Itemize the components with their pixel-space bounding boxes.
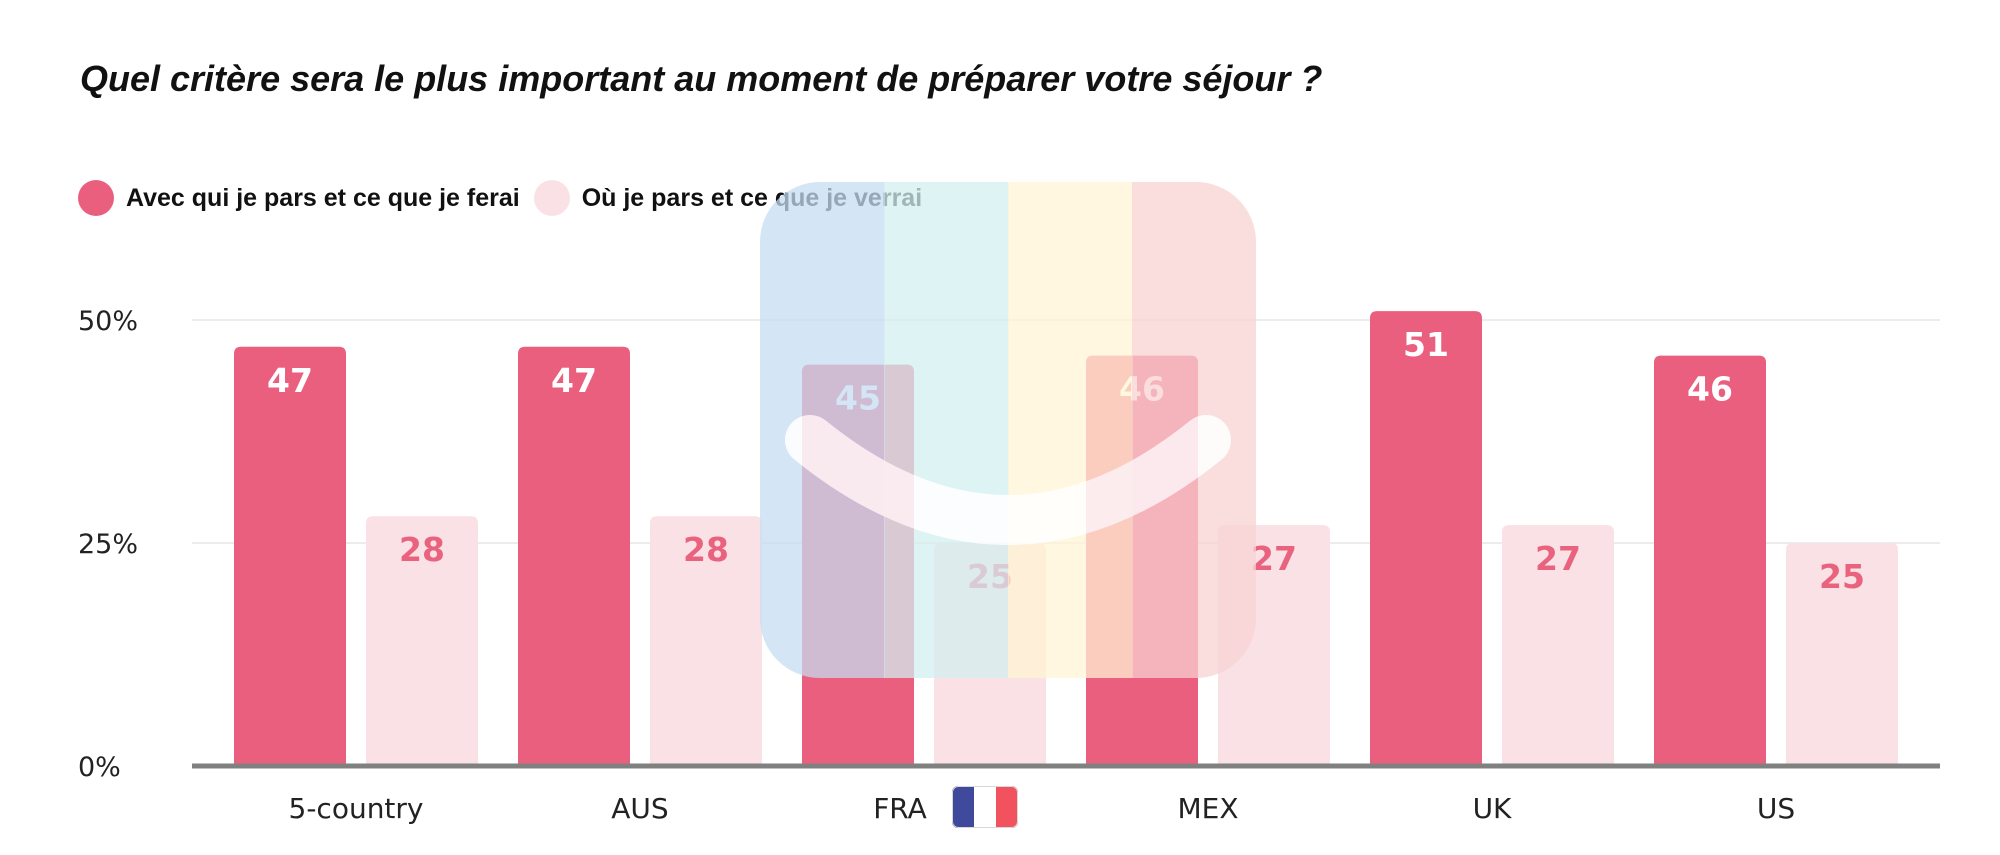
legend-entry-series-1: Avec qui je pars et ce que je ferai <box>78 180 520 216</box>
bar-5-country-series-2 <box>366 516 478 766</box>
flag-stripe <box>974 786 996 828</box>
legend-swatch-series-1 <box>78 180 114 216</box>
x-tick-label: FRA <box>873 792 927 825</box>
watermark-stripe <box>1008 182 1133 678</box>
bar-aus-series-1 <box>518 346 630 766</box>
data-label: 27 <box>1535 539 1581 578</box>
bar-uk-series-2 <box>1502 525 1614 766</box>
x-tick-label: AUS <box>611 792 668 825</box>
data-label: 47 <box>551 361 597 400</box>
chart-title: Quel critère sera le plus important au m… <box>80 58 1323 99</box>
y-tick-label: 25% <box>78 529 138 560</box>
chart-legend: Avec qui je pars et ce que je ferai Où j… <box>78 178 926 218</box>
data-label: 51 <box>1403 325 1449 364</box>
data-label: 25 <box>1819 557 1865 596</box>
data-label: 47 <box>267 361 313 400</box>
legend-label-series-1: Avec qui je pars et ce que je ferai <box>126 183 520 212</box>
watermark-stripe <box>884 182 1009 678</box>
watermark-smile <box>785 415 1231 545</box>
data-label: 46 <box>1687 370 1733 409</box>
x-tick-label: 5-country <box>289 792 424 825</box>
france-flag-icon <box>952 786 1018 828</box>
flag-stripe <box>952 786 974 828</box>
data-label: 28 <box>399 530 445 569</box>
bar-uk-series-1 <box>1370 311 1482 766</box>
bar-us-series-2 <box>1786 543 1898 766</box>
flag-stripe <box>996 786 1018 828</box>
data-label: 28 <box>683 530 729 569</box>
smile-watermark-icon <box>760 182 1256 678</box>
flag-border <box>952 786 1018 828</box>
x-tick-label: UK <box>1473 792 1512 825</box>
legend-swatch-series-2 <box>533 180 570 216</box>
data-label: 27 <box>1251 539 1297 578</box>
y-tick-label: 0% <box>78 752 121 783</box>
bar-aus-series-2 <box>650 516 762 766</box>
x-tick-label: US <box>1757 792 1795 825</box>
x-tick-label: MEX <box>1177 792 1238 825</box>
bar-5-country-series-1 <box>234 346 346 766</box>
bar-us-series-1 <box>1654 355 1766 766</box>
y-tick-label: 50% <box>78 306 138 337</box>
